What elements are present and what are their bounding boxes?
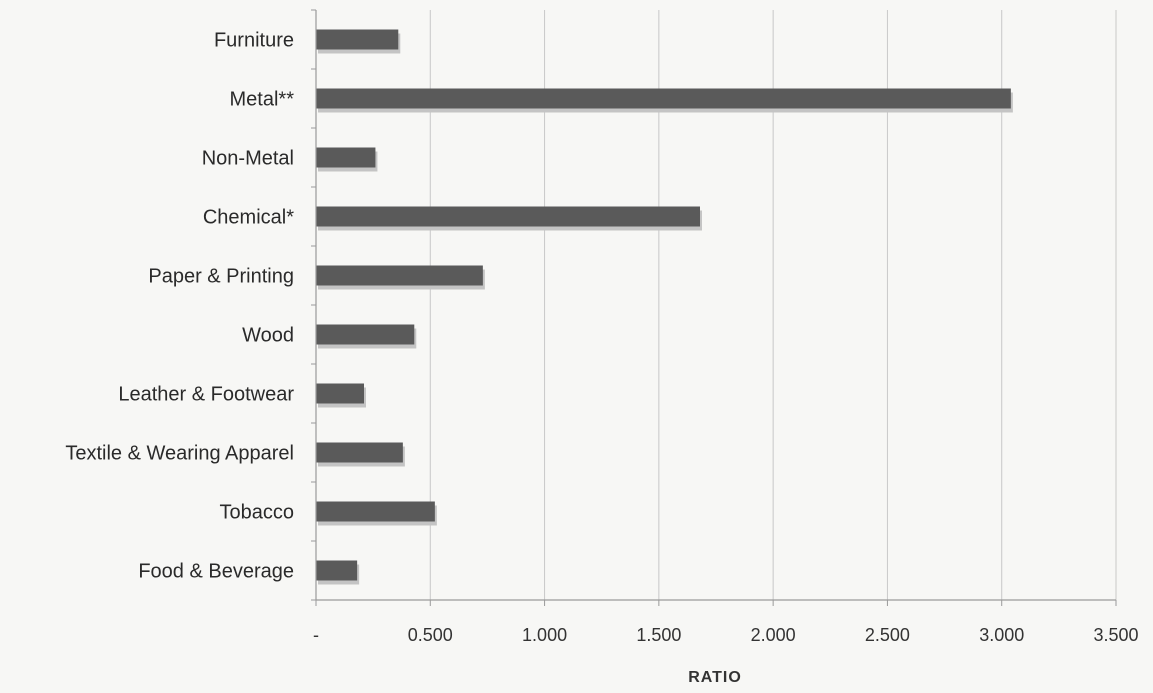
bars <box>316 29 1013 585</box>
category-label: Tobacco <box>220 502 295 524</box>
x-tick-label: 3.500 <box>1093 625 1138 645</box>
x-tick-label: 3.000 <box>979 625 1024 645</box>
category-label: Furniture <box>214 30 294 52</box>
category-label: Textile & Wearing Apparel <box>65 443 294 465</box>
bar <box>316 29 399 50</box>
bar <box>316 560 358 581</box>
category-label: Metal** <box>230 89 295 111</box>
category-label: Paper & Printing <box>148 266 294 288</box>
category-label: Food & Beverage <box>138 561 294 583</box>
x-axis-title: RATIO <box>688 669 742 686</box>
x-tick-label: 0.500 <box>408 625 453 645</box>
axes <box>311 9 1117 606</box>
bar <box>316 206 700 227</box>
bar <box>316 88 1011 109</box>
bar <box>316 383 364 404</box>
bar <box>316 147 376 168</box>
x-tick-label: - <box>313 625 319 645</box>
category-label: Leather & Footwear <box>118 384 294 406</box>
x-tick-label: 2.500 <box>865 625 910 645</box>
bar <box>316 501 435 522</box>
bar <box>316 442 403 463</box>
category-label: Non-Metal <box>202 148 294 170</box>
bar <box>316 324 415 345</box>
bar <box>316 265 483 286</box>
category-label: Chemical* <box>203 207 294 229</box>
x-tick-label: 1.000 <box>522 625 567 645</box>
x-tick-labels: - 0.500 1.000 1.500 2.000 2.500 3.000 3.500 <box>313 625 1139 645</box>
x-tick-label: 1.500 <box>636 625 681 645</box>
category-labels: Furniture Metal** Non-Metal Chemical* Paper … <box>65 30 294 583</box>
category-label: Wood <box>242 325 294 347</box>
x-tick-label: 2.000 <box>751 625 796 645</box>
